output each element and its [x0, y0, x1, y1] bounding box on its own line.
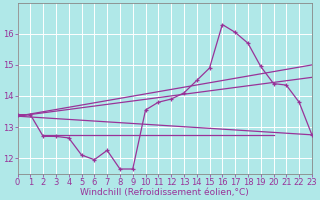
X-axis label: Windchill (Refroidissement éolien,°C): Windchill (Refroidissement éolien,°C) — [80, 188, 249, 197]
